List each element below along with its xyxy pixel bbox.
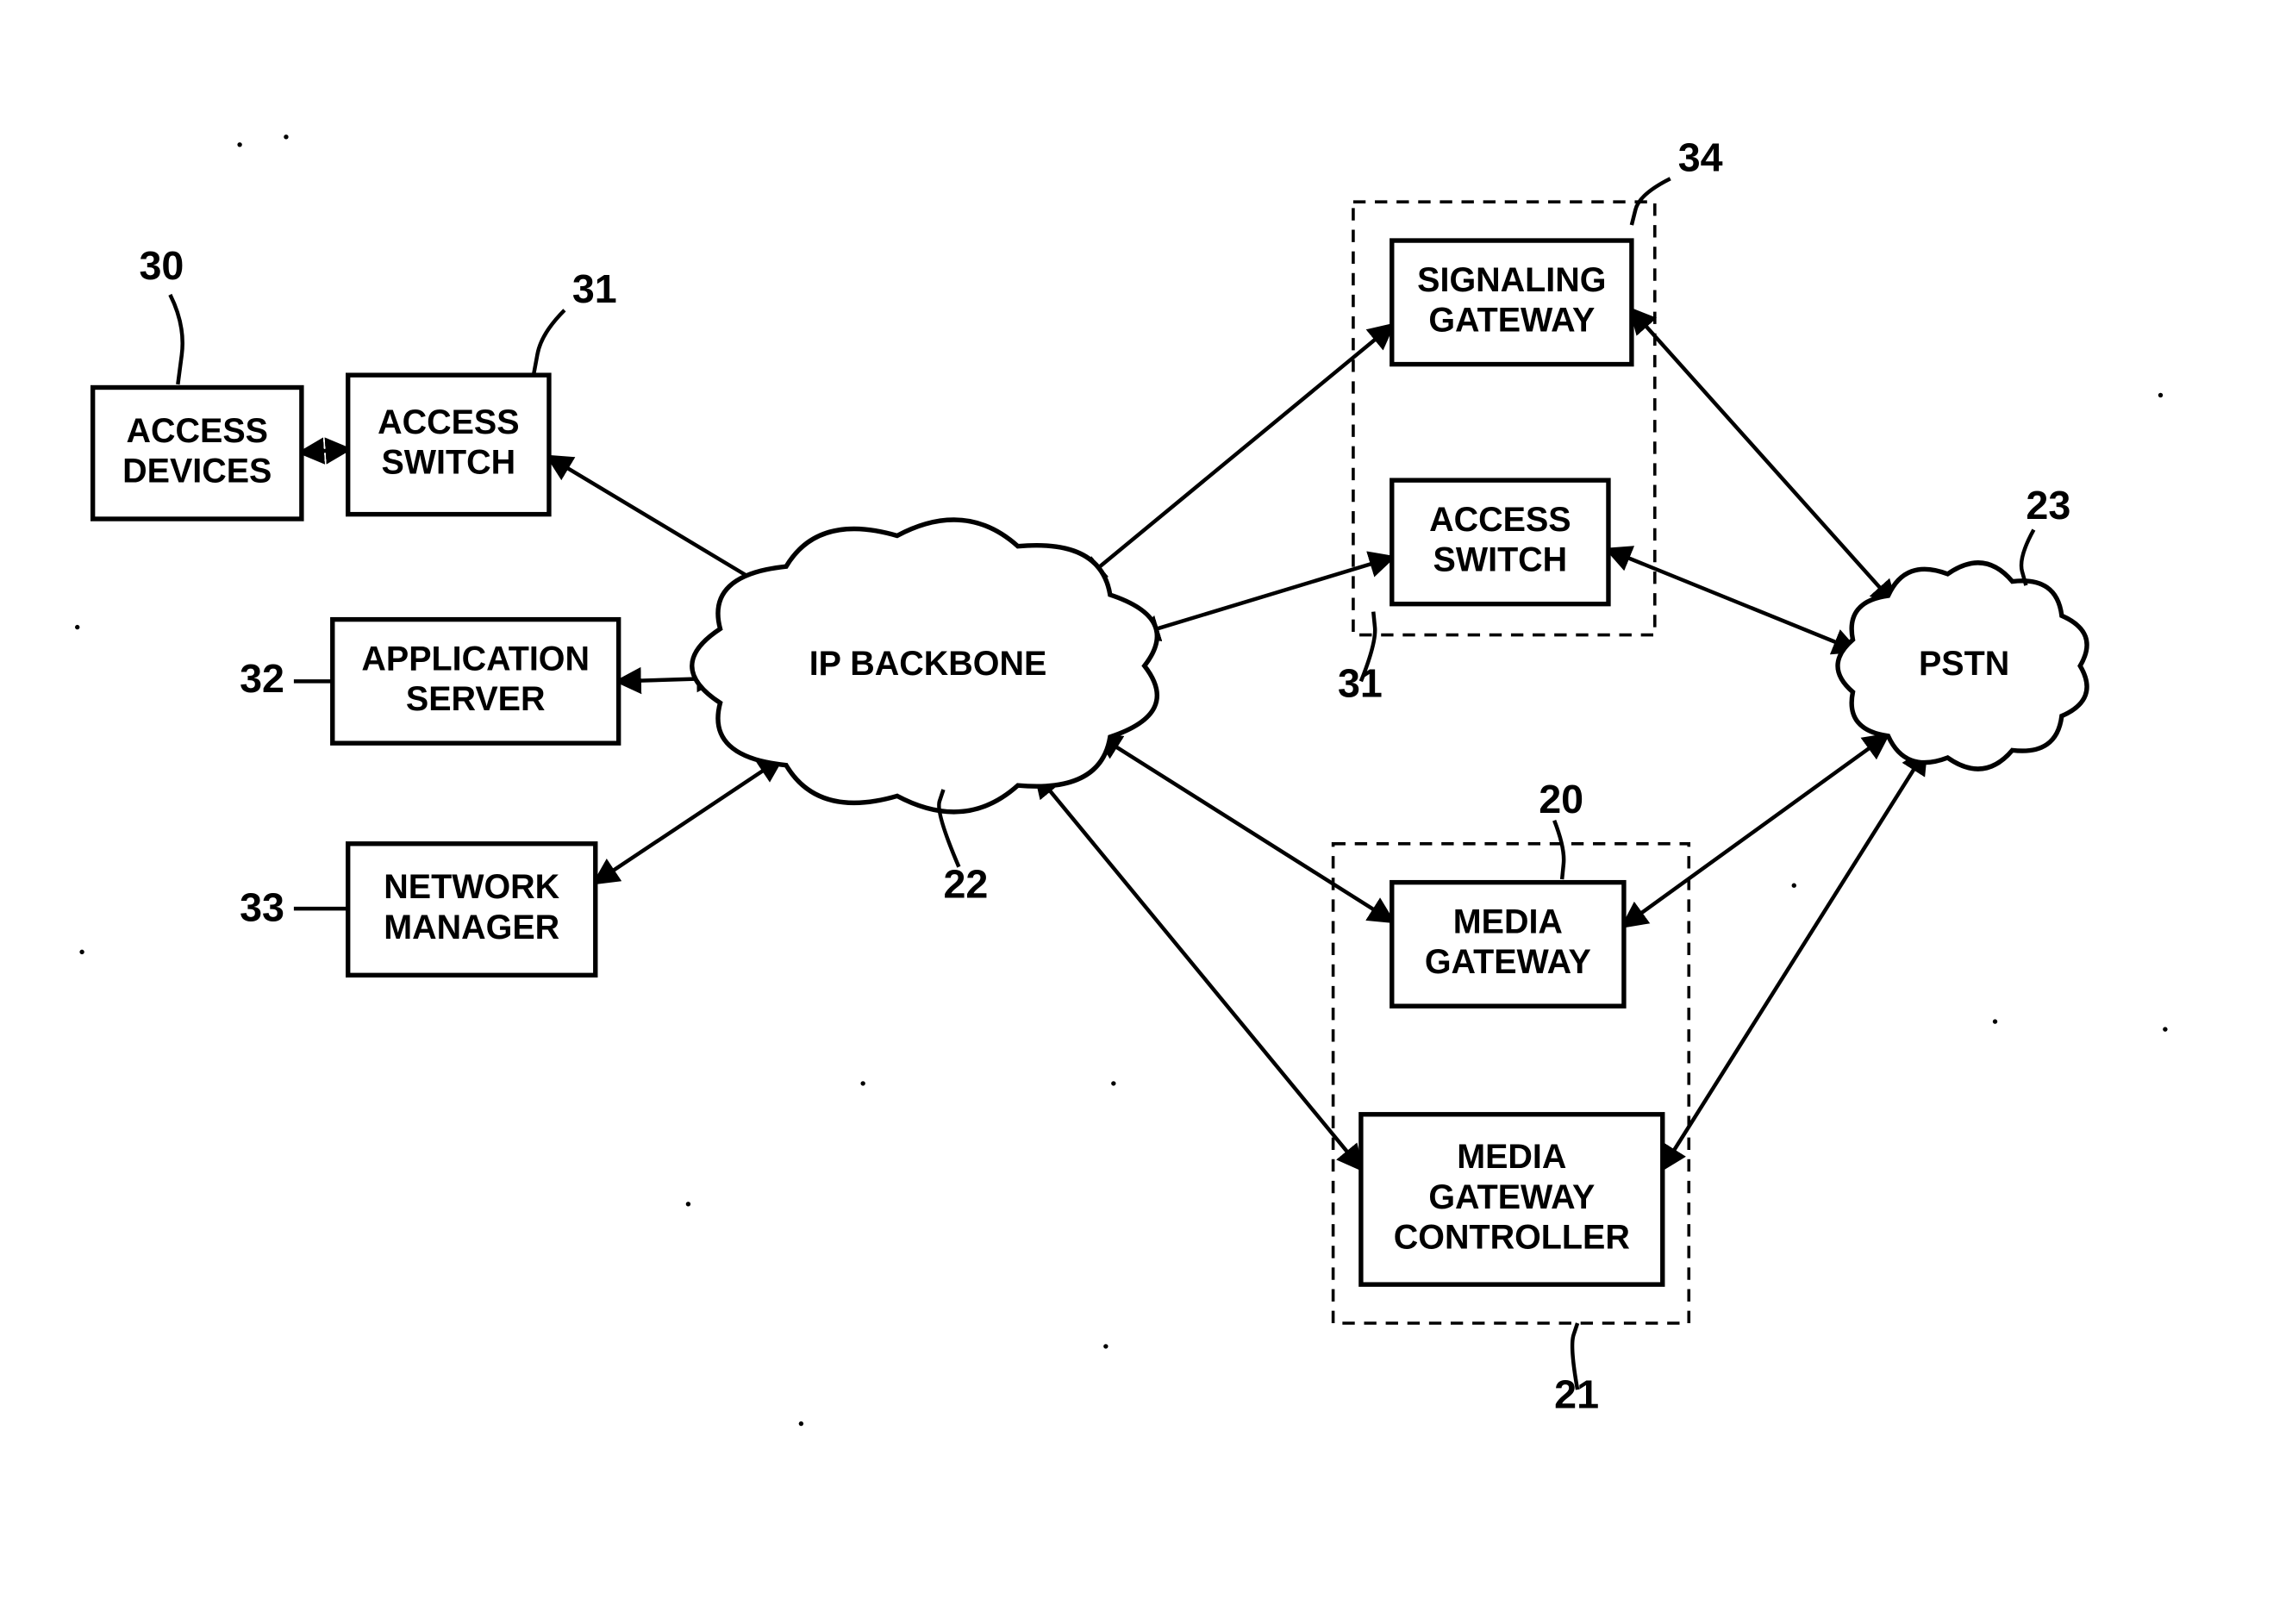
box-access_switch_right: ACCESSSWITCH (1392, 480, 1608, 604)
ref-number: 33 (240, 884, 284, 929)
ref-number: 30 (139, 243, 184, 288)
speckle (799, 1421, 803, 1426)
ref-leader (170, 295, 182, 384)
cloud-label: PSTN (1919, 645, 2009, 683)
network-diagram: IP BACKBONEPSTNACCESSDEVICESACCESSSWITCH… (0, 0, 2292, 1624)
box-label: SIGNALING (1417, 261, 1606, 299)
ref-21: 21 (1554, 1323, 1599, 1417)
connector-access_devices-access_switch_left (302, 449, 348, 453)
box-label: GATEWAY (1428, 302, 1595, 340)
ref-number: 31 (572, 266, 617, 311)
connector-signaling_gateway-pstn (1632, 310, 1895, 604)
box-label: DEVICES (122, 452, 272, 490)
ref-30: 30 (139, 243, 184, 384)
box-label: APPLICATION (361, 640, 590, 678)
speckle (1103, 1344, 1108, 1348)
box-access_devices: ACCESSDEVICES (93, 387, 302, 519)
connector-ip_backbone-media_gateway (1098, 735, 1392, 921)
ref-33: 33 (240, 884, 348, 929)
ref-leader (534, 310, 565, 375)
cloud-label: IP BACKBONE (809, 645, 1047, 683)
box-label: GATEWAY (1425, 943, 1591, 981)
speckle (860, 1081, 865, 1085)
speckle (75, 625, 79, 629)
refs-layer: 30 31 32 33 22 34 31 20 23 21 (139, 134, 2070, 1416)
ref-20: 20 (1539, 777, 1583, 879)
box-label: CONTROLLER (1394, 1219, 1630, 1257)
box-label: MEDIA (1453, 903, 1563, 941)
ref-number: 20 (1539, 777, 1583, 821)
ref-31: 31 (534, 266, 617, 375)
box-label: ACCESS (127, 412, 268, 450)
ref-number: 23 (2026, 483, 2070, 528)
connector-media_gateway-pstn (1624, 735, 1887, 926)
cloud-ip_backbone: IP BACKBONE (692, 520, 1158, 812)
box-signaling_gateway: SIGNALINGGATEWAY (1392, 240, 1632, 365)
box-label: ACCESS (1429, 501, 1571, 539)
connector-ip_backbone-media_gateway_controller (1036, 774, 1361, 1169)
box-media_gateway_controller: MEDIAGATEWAYCONTROLLER (1361, 1115, 1663, 1284)
ref-leader (1554, 821, 1564, 879)
box-label: MEDIA (1457, 1138, 1566, 1176)
speckle (237, 142, 241, 147)
speckle (2163, 1027, 2167, 1031)
speckle (1792, 884, 1796, 888)
box-application_server: APPLICATIONSERVER (333, 620, 619, 744)
ref-31: 31 (1338, 612, 1383, 706)
box-media_gateway: MEDIAGATEWAY (1392, 883, 1624, 1007)
box-access_switch_left: ACCESSSWITCH (348, 375, 549, 514)
box-network_manager: NETWORKMANAGER (348, 844, 596, 976)
ref-34: 34 (1632, 134, 1723, 225)
box-label: SERVER (406, 680, 546, 718)
ref-leader (1632, 178, 1671, 225)
speckle (686, 1202, 690, 1206)
ref-number: 31 (1338, 660, 1383, 705)
box-label: MANAGER (384, 909, 559, 946)
nodes-layer: IP BACKBONEPSTNACCESSDEVICESACCESSSWITCH… (93, 240, 2087, 1284)
connector-media_gateway_controller-pstn (1663, 751, 1926, 1168)
cloud-pstn: PSTN (1838, 563, 2087, 769)
ref-32: 32 (240, 656, 333, 701)
speckle (284, 134, 288, 139)
ref-leader (2021, 530, 2033, 586)
speckle (1993, 1019, 1997, 1023)
connector-ip_backbone-signaling_gateway (1083, 326, 1392, 581)
ref-number: 22 (943, 862, 988, 907)
ref-number: 34 (1678, 134, 1723, 179)
box-label: ACCESS (378, 403, 520, 441)
box-label: SWITCH (381, 444, 515, 482)
connector-network_manager-ip_backbone (596, 759, 781, 883)
ref-number: 32 (240, 656, 284, 701)
ref-number: 21 (1554, 1372, 1599, 1417)
speckle (2158, 393, 2163, 397)
box-label: SWITCH (1433, 541, 1568, 579)
ref-23: 23 (2021, 483, 2070, 585)
box-label: GATEWAY (1428, 1178, 1595, 1216)
speckle (1111, 1081, 1115, 1085)
speckle (79, 950, 84, 954)
box-label: NETWORK (384, 868, 559, 906)
